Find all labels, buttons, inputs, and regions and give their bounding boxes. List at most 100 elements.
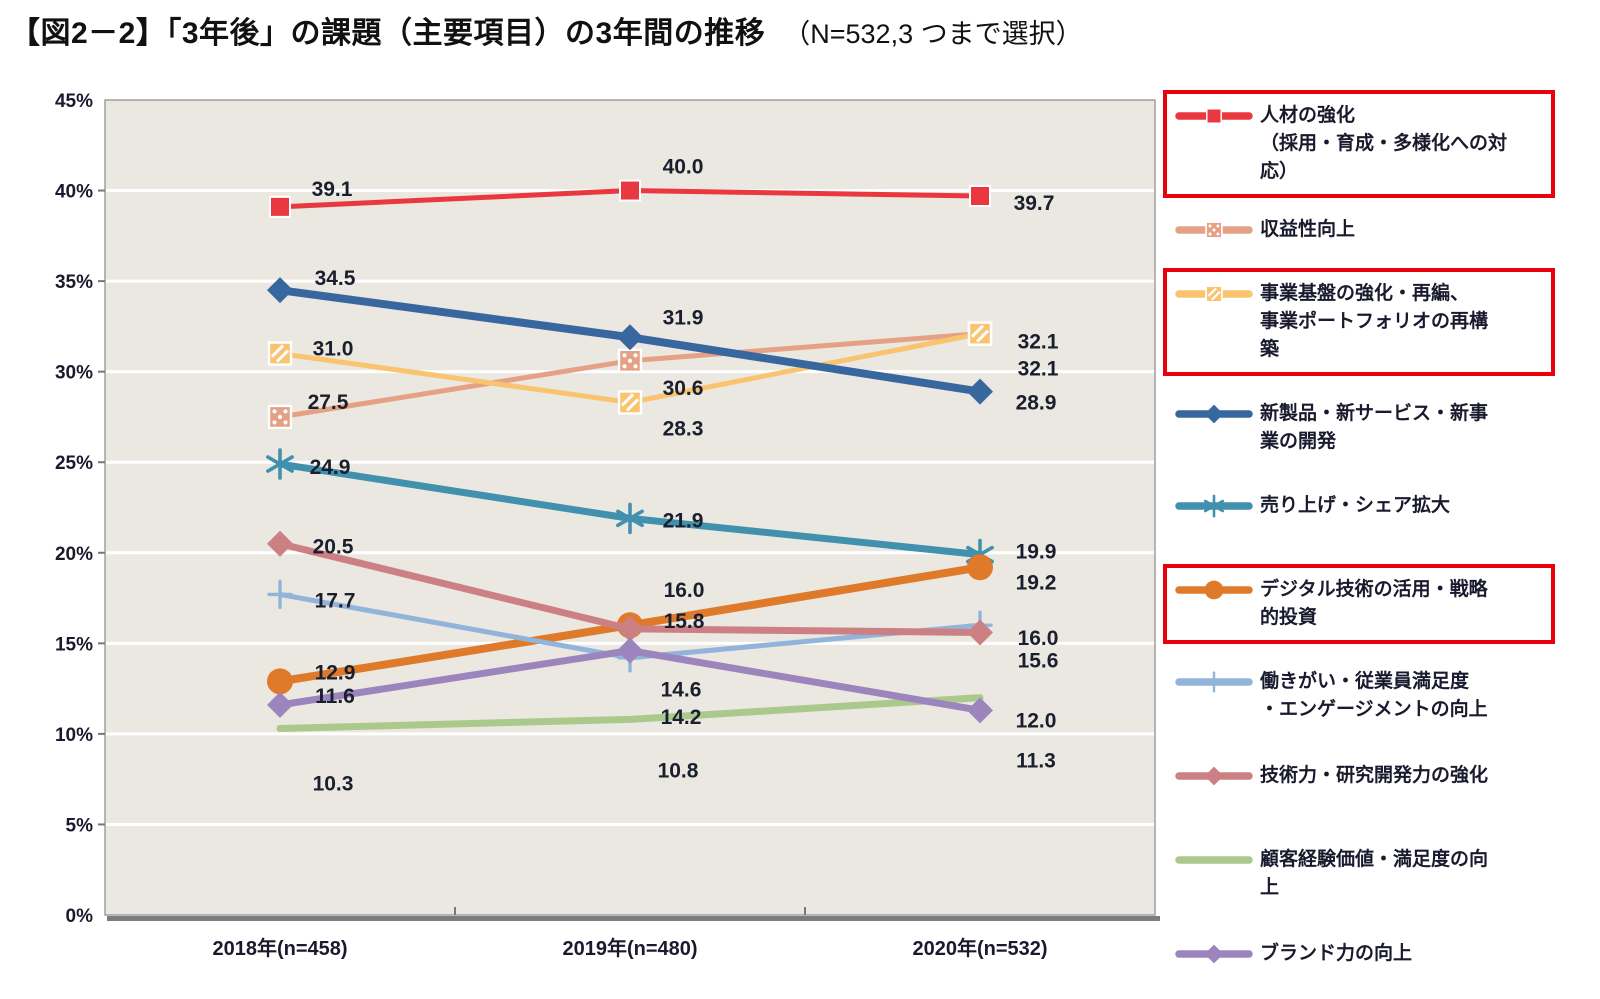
data-point-marker-circle bbox=[267, 668, 293, 695]
data-label: 34.5 bbox=[315, 267, 356, 290]
line-chart: 0% 5% 10% 15% 20% 25% 30% 35% 40% 45% 2018年(n=458)… bbox=[55, 91, 1160, 960]
data-label: 30.6 bbox=[663, 377, 704, 400]
legend-label: 売り上げ・シェア拡大 bbox=[1260, 495, 1451, 516]
data-point-marker-diamond bbox=[1204, 404, 1224, 424]
data-label: 28.3 bbox=[663, 417, 704, 440]
legend-label: 新製品・新サービス・新事 業の開発 bbox=[1260, 403, 1489, 452]
legend-swatch-square bbox=[1175, 108, 1253, 124]
data-label: 12.9 bbox=[315, 661, 356, 684]
data-point-marker-diamond bbox=[617, 324, 643, 351]
data-point-marker-diamond bbox=[617, 637, 643, 664]
y-axis-tick-label: 40% bbox=[55, 182, 93, 203]
legend-item-9: ブランド力の向上 bbox=[1163, 934, 1555, 974]
chart-title-main: 【図2－2】「3年後」の課題（主要項目）の3年間の推移 bbox=[10, 17, 766, 50]
data-label: 11.6 bbox=[315, 685, 355, 708]
y-axis-tick-label: 25% bbox=[55, 453, 93, 474]
data-point-marker-diamond bbox=[267, 691, 293, 718]
data-point-marker-diamond bbox=[1204, 766, 1224, 786]
data-point-marker-square-dotted bbox=[1205, 221, 1223, 239]
data-label: 21.9 bbox=[663, 509, 704, 532]
y-axis-tick-label: 5% bbox=[66, 815, 94, 836]
y-axis-tick-label: 20% bbox=[55, 544, 93, 565]
data-label: 11.3 bbox=[1016, 749, 1056, 772]
data-point-marker-square-hatched bbox=[617, 390, 643, 415]
x-axis-category-label: 2019年(n=480) bbox=[562, 936, 697, 960]
data-point-marker-circle bbox=[967, 554, 993, 581]
legend-label: 事業基盤の強化・再編、 事業ポートフォリオの再構 築 bbox=[1260, 283, 1489, 360]
data-label: 24.9 bbox=[310, 456, 351, 479]
data-label: 39.1 bbox=[312, 178, 353, 201]
legend-label: 技術力・研究開発力の強化 bbox=[1260, 765, 1489, 786]
legend-label: 働きがい・従業員満足度 ・エンゲージメントの向上 bbox=[1260, 671, 1488, 720]
data-point-marker-asterisk bbox=[616, 502, 644, 535]
y-axis-tick-label: 30% bbox=[55, 363, 93, 384]
data-label: 31.9 bbox=[663, 306, 704, 329]
data-point-marker-asterisk bbox=[1203, 494, 1225, 518]
y-axis-tick-label: 0% bbox=[66, 906, 94, 927]
data-point-marker-diamond bbox=[1204, 944, 1224, 964]
data-label: 12.0 bbox=[1016, 710, 1057, 733]
legend-label: 人材の強化 （採用・育成・多様化への対 応） bbox=[1260, 105, 1508, 182]
data-label: 39.7 bbox=[1014, 192, 1055, 215]
data-point-marker-asterisk bbox=[266, 448, 294, 480]
legend-item-3: 新製品・新サービス・新事 業の開発 bbox=[1163, 394, 1555, 462]
data-label: 20.5 bbox=[313, 536, 354, 559]
data-label: 15.6 bbox=[1018, 649, 1059, 672]
legend-swatch-circle bbox=[1175, 580, 1253, 600]
data-point-marker-square-hatched bbox=[967, 321, 993, 346]
y-axis-tick-label: 35% bbox=[55, 272, 93, 293]
data-point-marker-square bbox=[1206, 108, 1222, 124]
legend-label: 収益性向上 bbox=[1260, 219, 1356, 240]
legend-label: ブランド力の向上 bbox=[1260, 943, 1413, 964]
legend-swatch-square-hatched bbox=[1175, 285, 1253, 303]
data-point-marker-square bbox=[619, 179, 641, 202]
legend-swatch-square-dotted bbox=[1175, 221, 1253, 239]
data-label: 16.0 bbox=[664, 579, 705, 602]
legend-item-5: デジタル技術の活用・戦略 的投資 bbox=[1163, 564, 1555, 644]
x-axis-category-label: 2018年(n=458) bbox=[212, 936, 347, 960]
legend-swatch-plus bbox=[1175, 671, 1253, 693]
data-point-marker-diamond bbox=[267, 530, 293, 557]
data-point-marker-diamond bbox=[267, 277, 293, 304]
data-point-marker-square-hatched bbox=[1205, 285, 1223, 303]
y-axis-tick-label: 10% bbox=[55, 725, 93, 746]
legend-label: デジタル技術の活用・戦略 的投資 bbox=[1260, 579, 1488, 628]
data-point-marker-square-dotted bbox=[617, 348, 643, 373]
data-label: 27.5 bbox=[308, 391, 349, 414]
legend-label: 顧客経験価値・満足度の向 上 bbox=[1260, 849, 1489, 898]
data-label: 19.9 bbox=[1016, 541, 1057, 564]
data-label: 10.3 bbox=[313, 772, 354, 795]
data-point-marker-square-dotted bbox=[267, 404, 293, 430]
chart-legend: 人材の強化 （採用・育成・多様化への対 応） 収益性向上事業基盤の強化・再編、 事… bbox=[1163, 90, 1555, 974]
legend-item-6: 働きがい・従業員満足度 ・エンゲージメントの向上 bbox=[1163, 662, 1555, 730]
plot-shadow bbox=[107, 916, 1160, 921]
legend-swatch-diamond bbox=[1175, 944, 1253, 964]
legend-swatch-diamond bbox=[1175, 404, 1253, 424]
data-label: 40.0 bbox=[663, 156, 704, 179]
data-point-marker-square bbox=[269, 195, 291, 218]
legend-item-8: 顧客経験価値・満足度の向 上 bbox=[1163, 840, 1555, 908]
legend-swatch-diamond bbox=[1175, 766, 1253, 786]
series-line-8 bbox=[276, 694, 984, 732]
data-label: 28.9 bbox=[1016, 392, 1057, 415]
data-label: 32.1 bbox=[1018, 358, 1059, 381]
data-label: 15.8 bbox=[664, 610, 705, 633]
data-point-marker-square bbox=[969, 184, 991, 207]
data-point-marker-diamond bbox=[967, 619, 993, 646]
data-label: 10.8 bbox=[658, 759, 699, 782]
legend-item-7: 技術力・研究開発力の強化 bbox=[1163, 756, 1555, 796]
legend-swatch-none bbox=[1175, 856, 1253, 864]
y-axis-tick-label: 15% bbox=[55, 634, 93, 655]
legend-item-1: 収益性向上 bbox=[1163, 210, 1555, 250]
chart-title-note: （N=532,3 つまで選択） bbox=[783, 19, 1083, 49]
data-label: 19.2 bbox=[1016, 571, 1057, 594]
data-label: 16.0 bbox=[1018, 627, 1059, 650]
legend-item-2: 事業基盤の強化・再編、 事業ポートフォリオの再構 築 bbox=[1163, 268, 1555, 376]
data-label: 14.2 bbox=[661, 706, 702, 729]
legend-item-4: 売り上げ・シェア拡大 bbox=[1163, 486, 1555, 526]
data-label: 17.7 bbox=[315, 589, 356, 612]
y-axis-tick-label: 45% bbox=[55, 91, 93, 112]
chart-title: 【図2－2】「3年後」の課題（主要項目）の3年間の推移 （N=532,3 つまで選… bbox=[10, 8, 1083, 52]
x-axis-category-label: 2020年(n=532) bbox=[912, 936, 1047, 960]
